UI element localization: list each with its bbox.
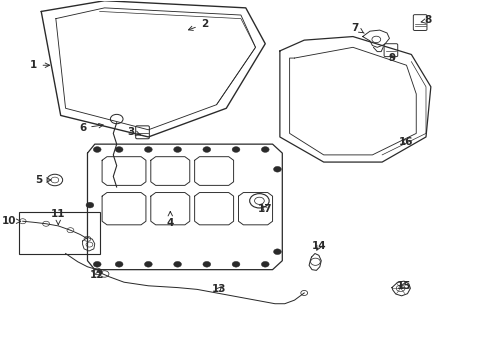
Text: 2: 2 (189, 19, 208, 30)
Circle shape (232, 147, 240, 152)
Text: 14: 14 (312, 241, 326, 251)
Circle shape (203, 261, 211, 267)
Circle shape (273, 166, 281, 172)
Text: 16: 16 (399, 138, 414, 147)
Circle shape (145, 147, 152, 152)
Text: 8: 8 (421, 15, 432, 26)
Text: 6: 6 (79, 123, 103, 133)
Text: 13: 13 (212, 284, 226, 294)
Circle shape (173, 261, 181, 267)
Circle shape (261, 261, 269, 267)
Text: 5: 5 (35, 175, 51, 185)
Circle shape (203, 147, 211, 152)
Circle shape (273, 249, 281, 255)
Text: 15: 15 (397, 281, 411, 291)
Circle shape (86, 202, 94, 208)
Circle shape (93, 147, 101, 152)
Circle shape (145, 261, 152, 267)
Circle shape (173, 147, 181, 152)
Text: 17: 17 (258, 204, 272, 214)
Text: 4: 4 (167, 211, 174, 228)
Circle shape (115, 261, 123, 267)
Text: 7: 7 (352, 23, 364, 33)
Circle shape (261, 147, 269, 152)
Circle shape (115, 147, 123, 152)
Text: 11: 11 (51, 209, 66, 225)
Text: 9: 9 (389, 53, 395, 63)
Text: 12: 12 (90, 270, 104, 280)
Text: 10: 10 (2, 216, 21, 226)
Text: 1: 1 (30, 60, 49, 70)
Circle shape (93, 261, 101, 267)
Text: 3: 3 (128, 127, 141, 136)
Circle shape (232, 261, 240, 267)
Bar (19, 212, 99, 253)
